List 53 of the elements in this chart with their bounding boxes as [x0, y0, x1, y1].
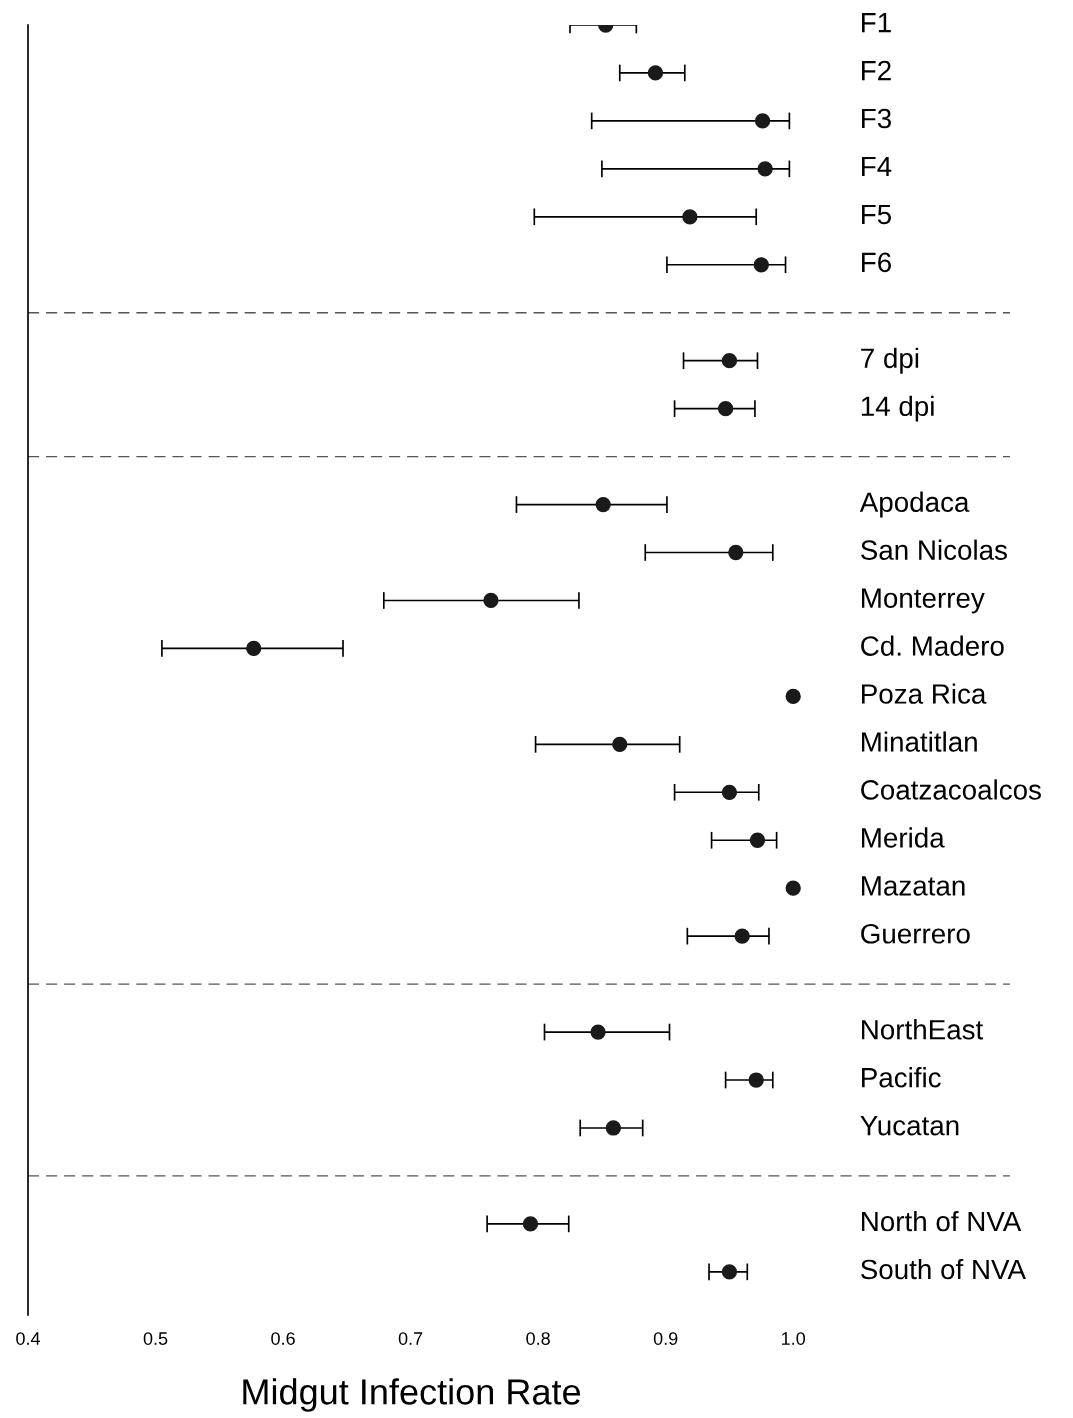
y-tick-label: Minatitlan [862, 731, 977, 752]
y-tick-label: Mazatan [862, 876, 965, 896]
point [748, 1072, 764, 1088]
y-tick-label: F4 [862, 156, 892, 177]
point [754, 113, 771, 129]
point [590, 1024, 606, 1040]
x-tick-label: 0.5 [143, 1332, 168, 1345]
y-tick-label: F2 [862, 60, 891, 81]
y-tick-label: F5 [862, 204, 892, 225]
point [721, 784, 738, 800]
y-tick-label: South of NVA [861, 1258, 1026, 1280]
point [721, 353, 738, 369]
y-tick-label: 7 dpi [861, 347, 919, 374]
y-tick-label: Cd. Madero [861, 635, 1004, 656]
y-tick-label: Guerrero [861, 923, 970, 944]
y-tick-label: San Nicolas [861, 539, 1007, 560]
x-tick-label: 0.6 [271, 1332, 295, 1345]
y-tick-label: Yucatan [860, 1116, 959, 1136]
point [734, 928, 750, 944]
y-tick-label: Poza Rica [862, 683, 987, 704]
x-tick-label: 0.7 [398, 1332, 423, 1345]
x-tick-label: 0.4 [16, 1332, 41, 1345]
y-tick-label: North of NVA [862, 1210, 1022, 1232]
y-tick-label: F3 [862, 108, 891, 129]
x-axis-title: Midgut Infection Rate [243, 1378, 581, 1412]
point [605, 1120, 622, 1136]
y-tick-label: F1 [862, 13, 891, 33]
point [785, 880, 801, 896]
y-tick-label: Pacific [862, 1067, 941, 1088]
point [612, 736, 628, 752]
point [721, 1264, 738, 1280]
y-tick-label: F6 [862, 252, 891, 273]
point [246, 640, 262, 657]
x-tick-label: 0.8 [526, 1332, 550, 1345]
x-tick-label: 1.0 [782, 1332, 806, 1345]
point [728, 544, 744, 561]
y-tick-label: Merida [862, 827, 945, 848]
y-tick-label: Apodaca [859, 491, 970, 518]
y-tick-label: NorthEast [862, 1019, 984, 1040]
point [785, 688, 801, 705]
point [522, 1216, 539, 1232]
point [749, 832, 766, 848]
y-tick-label: 14 dpi [861, 395, 934, 422]
point [483, 592, 499, 609]
point [717, 401, 734, 417]
y-tick-label: Monterrey [862, 588, 985, 614]
x-tick-label: 0.9 [653, 1332, 678, 1345]
point [647, 65, 664, 81]
point [682, 209, 698, 225]
point [757, 161, 773, 177]
point [753, 257, 769, 273]
y-tick-label: Coatzacoalcos [861, 779, 1041, 800]
point [595, 496, 611, 513]
